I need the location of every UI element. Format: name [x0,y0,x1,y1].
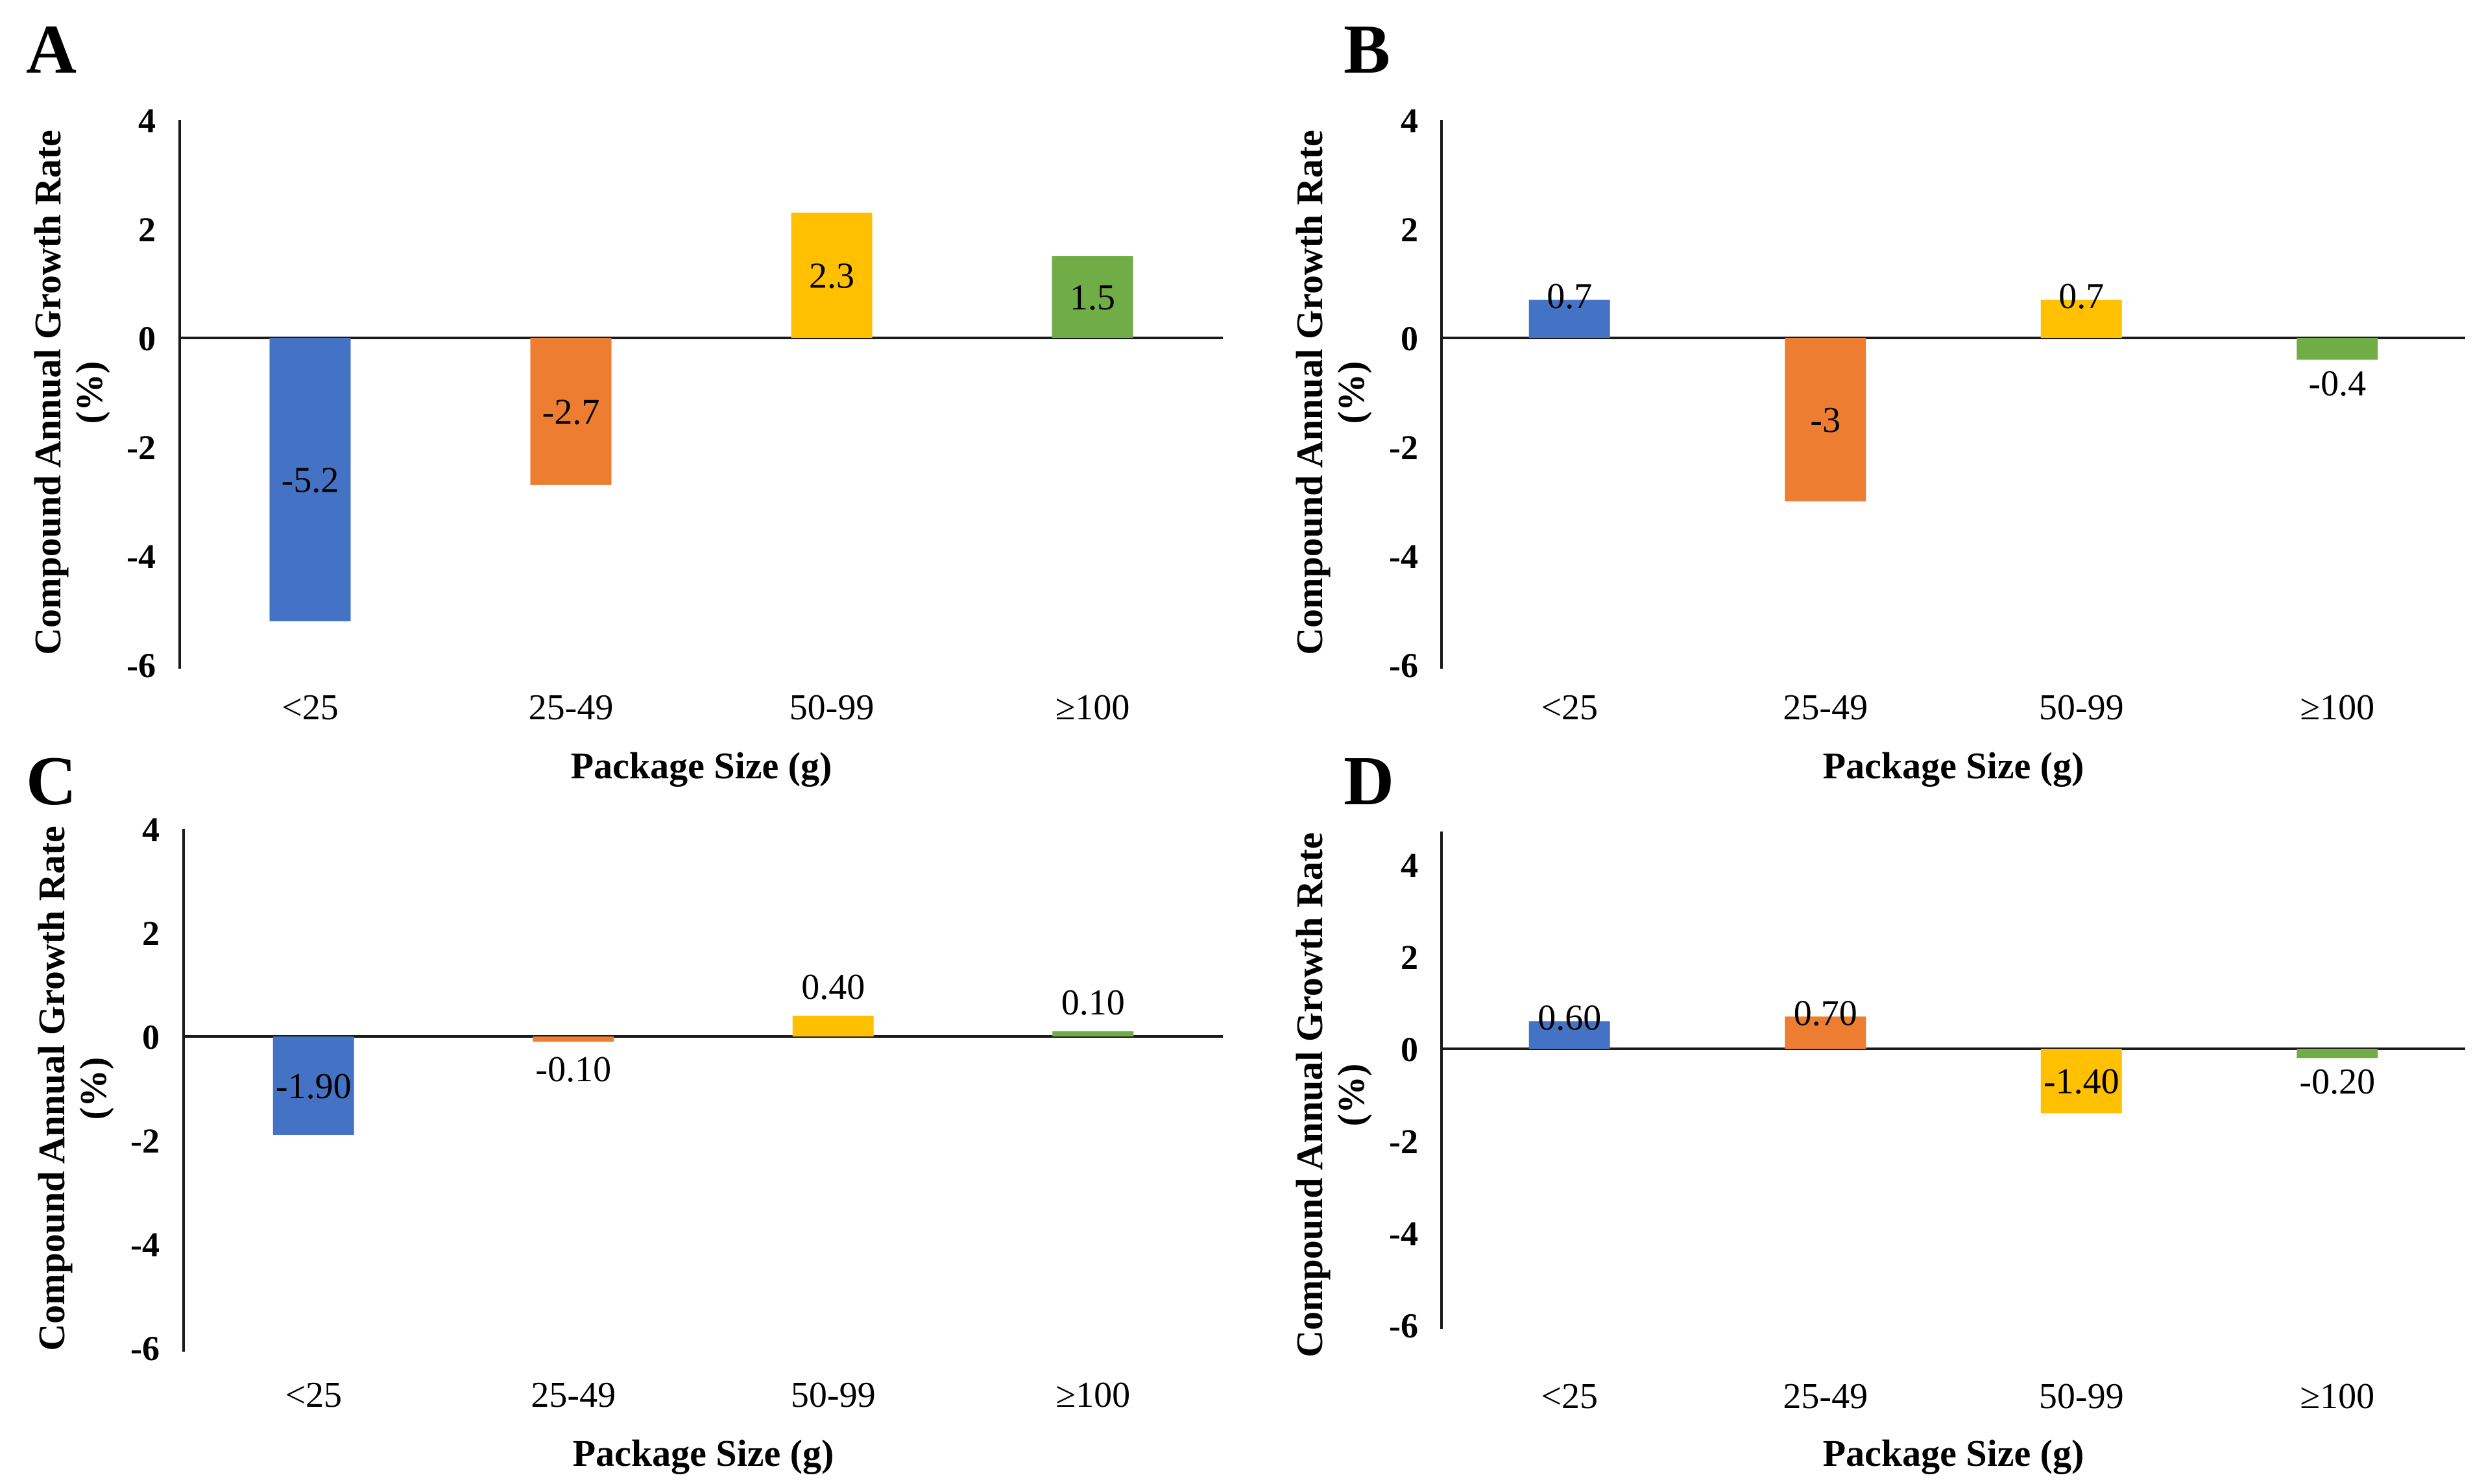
y-tick-label-d: -4 [1389,1214,1418,1253]
y-axis-title-line-2-b: (%) [1330,361,1372,424]
y-axis-title-line-2-d: (%) [1330,1064,1372,1127]
x-category-label-a-2: 25-49 [529,688,614,728]
y-axis-title-line-2-c: (%) [72,1057,114,1120]
y-tick-label-a: 0 [138,319,156,358]
y-axis-title-line-2-a: (%) [68,361,110,424]
y-tick-label-b: 4 [1401,101,1418,140]
bar-c-3 [792,1016,874,1036]
bar-value-label-d-1: 0.60 [1538,998,1601,1038]
x-category-label-c-3: 50-99 [791,1375,876,1415]
y-tick-label-a: 2 [138,210,156,249]
x-category-label-b-3: 50-99 [2039,688,2124,728]
panel-letter-c: C [26,743,77,820]
y-tick-label-c: 4 [142,810,160,849]
y-tick-label-d: -2 [1389,1122,1418,1161]
bar-value-label-b-2: -3 [1810,400,1840,440]
bar-value-label-c-3: 0.40 [801,967,865,1007]
bar-b-1 [1528,300,1610,338]
y-tick-label-d: 2 [1401,938,1418,977]
x-axis-title-c: Package Size (g) [573,1432,834,1474]
bar-value-label-d-4: -0.20 [2299,1062,2375,1102]
bar-value-label-d-3: -1.40 [2044,1062,2119,1102]
y-tick-label-b: -6 [1389,646,1418,685]
y-tick-label-c: -6 [130,1329,160,1368]
bar-value-label-c-2: -0.10 [535,1049,611,1090]
y-tick-label-a: -6 [127,646,156,685]
panel-letter-a: A [26,11,77,88]
y-tick-label-d: -6 [1389,1306,1418,1345]
x-category-label-a-3: 50-99 [790,688,875,728]
y-tick-label-c: -4 [130,1225,160,1264]
y-tick-label-a: 4 [138,101,156,140]
y-tick-label-c: 2 [142,914,160,953]
bar-a-4 [1052,256,1133,338]
x-category-label-a-4: ≥100 [1056,688,1130,728]
x-category-label-a-1: <25 [282,688,339,728]
y-axis-title-line-1-b: Compound Annual Growth Rate [1288,130,1331,655]
bar-value-label-b-1: 0.7 [1547,276,1592,317]
bar-value-label-b-3: 0.7 [2058,276,2104,317]
bar-d-4 [2297,1049,2378,1059]
panel-letter-b: B [1344,11,1390,88]
panel-c: C Compound Annual Growth Rate (%) 4 2 0 -2 -4 -6… [26,743,1223,1474]
y-tick-label-b: 2 [1401,210,1418,249]
x-category-label-b-1: <25 [1541,688,1598,728]
bar-a-1 [269,338,351,621]
y-axis-title-line-1-d: Compound Annual Growth Rate [1288,832,1331,1358]
y-tick-label-a: -2 [127,428,156,467]
panel-d: D Compound Annual Growth Rate (%) 4 2 0 -2 -4 -6… [1288,743,2465,1474]
bar-value-label-a-2: -2.7 [542,392,600,432]
bar-c-1 [272,1036,354,1135]
x-category-label-b-4: ≥100 [2300,688,2374,728]
y-tick-label-b: -4 [1389,537,1418,576]
y-tick-label-d: 0 [1401,1030,1418,1069]
bar-d-1 [1528,1021,1610,1049]
bar-value-label-c-4: 0.10 [1061,983,1125,1023]
y-tick-label-c: 0 [142,1018,160,1057]
bar-b-3 [2040,300,2122,338]
bar-d-2 [1785,1016,1866,1049]
bar-value-label-c-1: -1.90 [276,1066,352,1107]
bar-a-3 [791,212,873,338]
x-category-label-d-1: <25 [1541,1376,1598,1417]
x-axis-title-d: Package Size (g) [1823,1432,2084,1474]
bar-value-label-d-2: 0.70 [1794,993,1857,1033]
panel-letter-d: D [1344,743,1394,820]
x-category-label-d-2: 25-49 [1783,1376,1868,1417]
x-category-label-d-4: ≥100 [2300,1376,2374,1417]
y-tick-label-a: -4 [127,537,156,576]
panel-b: B Compound Annual Growth Rate (%) 4 2 0 -2 -4 -6… [1288,11,2465,787]
bar-b-2 [1785,338,1866,501]
bar-b-4 [2297,338,2378,360]
x-category-label-c-4: ≥100 [1056,1375,1130,1415]
y-axis-title-line-1-a: Compound Annual Growth Rate [27,130,69,655]
y-axis-title-line-1-c: Compound Annual Growth Rate [30,826,73,1351]
y-tick-label-c: -2 [130,1121,160,1160]
y-tick-label-b: 0 [1401,319,1418,358]
panel-a: A Compound Annual Growth Rate (%) 4 2 0 -2 -4 -6… [26,11,1223,787]
bar-value-label-a-4: 1.5 [1070,278,1115,318]
x-category-label-c-2: 25-49 [531,1375,616,1415]
bar-a-2 [530,338,612,485]
x-axis-title-a: Package Size (g) [571,745,832,787]
bar-c-4 [1052,1031,1134,1036]
bar-value-label-b-4: -0.4 [2308,364,2366,404]
bar-c-2 [533,1036,614,1042]
bar-value-label-a-1: -5.2 [282,460,339,500]
x-category-label-d-3: 50-99 [2039,1376,2124,1417]
x-category-label-c-1: <25 [285,1375,342,1415]
y-tick-label-b: -2 [1389,428,1418,467]
bar-value-label-a-3: 2.3 [809,256,854,296]
x-category-label-b-2: 25-49 [1783,688,1868,728]
y-tick-label-d: 4 [1401,846,1418,885]
bar-d-3 [2040,1049,2122,1114]
x-axis-title-b: Package Size (g) [1823,745,2084,787]
